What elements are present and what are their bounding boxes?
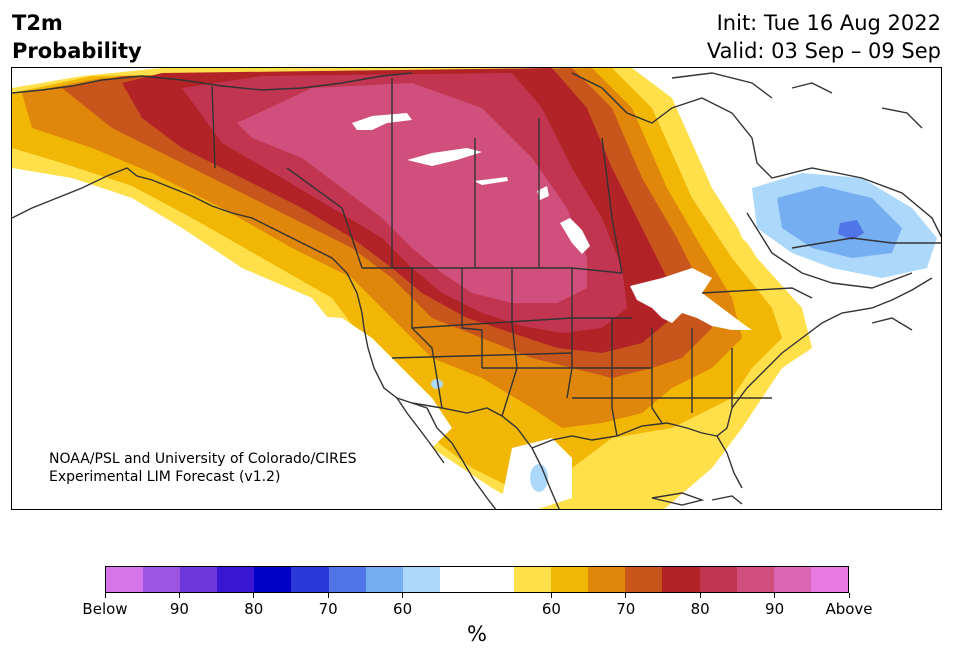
colorbar-segment [476,567,515,592]
colorbar-tick-mark [253,593,255,598]
colorbar-segment [439,567,477,592]
lake-reindeer [537,186,549,200]
credit-line-2: Experimental LIM Forecast (v1.2) [49,469,281,485]
colorbar-unit-label: % [467,622,487,646]
colorbar-tick-label: 60 [541,600,561,618]
prob-zone-above-90 [237,83,587,303]
colorbar-segment [625,567,663,592]
colorbar-tick-mark [104,593,106,598]
colorbar-segment [773,567,811,592]
valid-range-label: Valid: 03 Sep – 09 Sep [706,39,941,63]
colorbar-segment [217,567,255,592]
colorbar-segment [328,567,366,592]
colorbar-segment [662,567,700,592]
colorbar-tick-label: Below [82,600,128,618]
prob-zone-below-60-sw [431,379,443,389]
init-date-label: Init: Tue 16 Aug 2022 [716,11,941,35]
prob-zone-below-80 [838,220,864,240]
colorbar-segment [365,567,403,592]
forecast-dates: Init: Tue 16 Aug 2022 Valid: 03 Sep – 09… [707,9,941,65]
colorbar-tick-mark [402,593,404,598]
colorbar-tick-mark [699,593,701,598]
colorbar-tick-mark [178,593,180,598]
great-lakes [630,268,752,330]
title-line-type: Probability [12,39,142,63]
colorbar-tick-label: 70 [318,600,338,618]
colorbar-tick-mark [625,593,627,598]
credit-line-1: NOAA/PSL and University of Colorado/CIRE… [49,451,357,467]
colorbar-segment [810,567,848,592]
colorbar-tick-label: 80 [690,600,710,618]
colorbar-segment [254,567,292,592]
colorbar-tick-label: Above [825,600,873,618]
credit-text: NOAA/PSL and University of Colorado/CIRE… [49,450,357,486]
colorbar-tick-label: 90 [169,600,189,618]
colorbar-tick-label: 90 [765,600,785,618]
neutral-zone-southwest [12,268,452,509]
colorbar-tick-mark [327,593,329,598]
colorbar-segment [588,567,626,592]
colorbar-segment [514,567,552,592]
colorbar-segment [291,567,329,592]
probability-map [11,67,942,510]
lake-great-bear [352,113,412,130]
colorbar-segment [106,567,144,592]
title-line-variable: T2m [12,11,63,35]
map-canvas [12,68,941,509]
map-title: T2m Probability [12,9,142,65]
lake-great-slave [407,148,482,166]
colorbar-segment [402,567,440,592]
colorbar-segment [143,567,181,592]
colorbar-tick-label: 80 [244,600,264,618]
colorbar-tick-mark [550,593,552,598]
colorbar [105,566,849,593]
map-borders [12,72,941,509]
colorbar-tick-label: 60 [393,600,413,618]
lake-athabasca [474,177,508,185]
lake-winnipeg [560,218,590,254]
colorbar-segment [551,567,589,592]
colorbar-segment [736,567,774,592]
colorbar-tick-mark [848,593,850,598]
colorbar-tick-mark [774,593,776,598]
colorbar-segment [180,567,218,592]
colorbar-tick-label: 70 [616,600,636,618]
colorbar-segment [699,567,737,592]
